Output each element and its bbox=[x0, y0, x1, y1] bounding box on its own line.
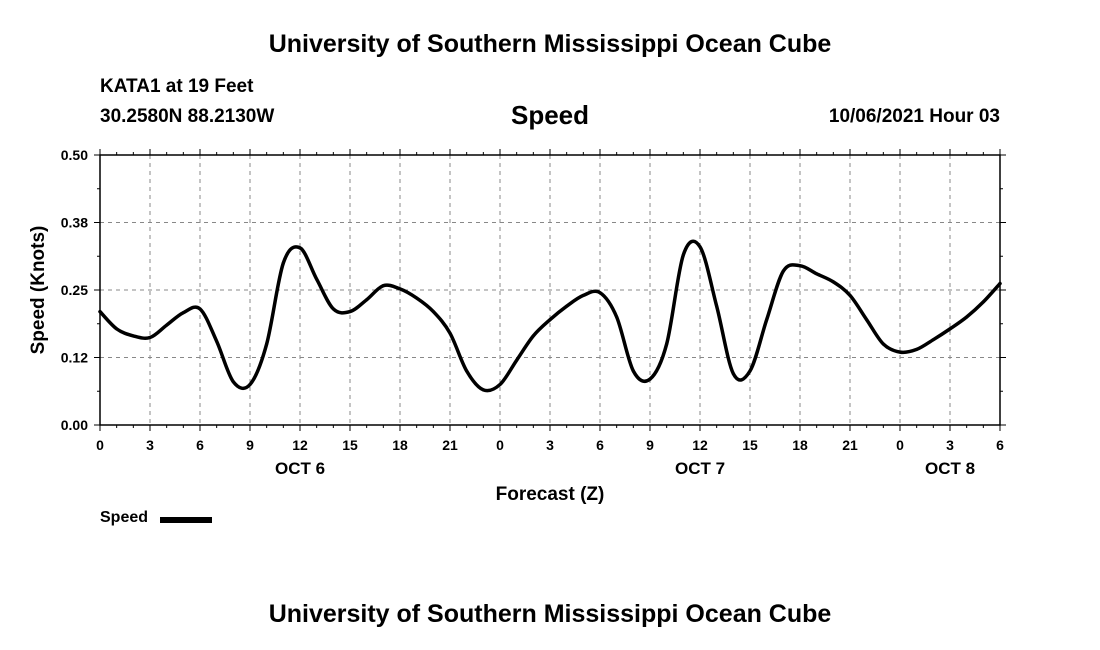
speed-data-point bbox=[131, 334, 135, 338]
x-axis-title: Forecast (Z) bbox=[496, 484, 605, 505]
speed-data-point bbox=[248, 383, 252, 386]
speed-data-point bbox=[748, 369, 752, 373]
speed-data-point bbox=[965, 315, 969, 319]
speed-data-point bbox=[981, 300, 985, 304]
y-tick-label: 0.50 bbox=[61, 147, 88, 163]
footer-title: University of Southern Mississippi Ocean… bbox=[268, 600, 832, 628]
x-tick-label: 0 bbox=[496, 437, 504, 453]
speed-data-point bbox=[531, 334, 535, 338]
speed-data-point bbox=[931, 338, 935, 342]
x-tick-label: 18 bbox=[392, 437, 408, 453]
speed-data-point bbox=[648, 377, 652, 381]
speed-data-point bbox=[831, 280, 835, 284]
speed-data-point bbox=[231, 380, 235, 384]
x-day-label: OCT 6 bbox=[275, 459, 325, 478]
speed-data-point bbox=[698, 245, 702, 249]
y-tick-label: 0.38 bbox=[61, 215, 88, 231]
speed-data-point bbox=[115, 327, 119, 331]
speed-data-point bbox=[265, 342, 269, 346]
speed-data-point bbox=[281, 261, 285, 265]
speed-data-point bbox=[381, 284, 385, 288]
y-tick-label: 0.25 bbox=[61, 282, 88, 298]
station-label: KATA1 at 19 Feet bbox=[100, 76, 254, 97]
speed-data-point bbox=[715, 304, 719, 308]
x-tick-label: 3 bbox=[546, 437, 554, 453]
x-tick-label: 21 bbox=[842, 437, 858, 453]
speed-data-point bbox=[781, 269, 785, 273]
speed-data-point bbox=[998, 282, 1002, 286]
speed-data-point bbox=[881, 342, 885, 346]
x-tick-label: 6 bbox=[996, 437, 1004, 453]
x-tick-label: 6 bbox=[196, 437, 204, 453]
y-tick-label: 0.12 bbox=[61, 350, 88, 366]
x-tick-label: 15 bbox=[342, 437, 358, 453]
x-tick-label: 3 bbox=[946, 437, 954, 453]
x-tick-label: 15 bbox=[742, 437, 758, 453]
speed-data-point bbox=[948, 327, 952, 331]
speed-data-point bbox=[165, 323, 169, 327]
x-tick-label: 18 bbox=[792, 437, 808, 453]
speed-data-point bbox=[98, 310, 102, 314]
x-day-label: OCT 8 bbox=[925, 459, 975, 478]
speed-data-point bbox=[865, 318, 869, 322]
speed-data-point bbox=[198, 307, 202, 311]
speed-data-point bbox=[731, 372, 735, 376]
speed-data-point bbox=[815, 272, 819, 276]
y-axis-title: Speed (Knots) bbox=[28, 226, 49, 355]
chart-title: University of Southern Mississippi Ocean… bbox=[268, 30, 832, 58]
speed-data-point bbox=[365, 298, 369, 302]
speed-data-point bbox=[215, 339, 219, 343]
speed-data-point bbox=[631, 369, 635, 373]
speed-data-point bbox=[548, 318, 552, 322]
speed-data-point bbox=[298, 246, 302, 250]
speed-data-point bbox=[498, 383, 502, 386]
speed-data-point bbox=[431, 310, 435, 314]
speed-data-point bbox=[598, 291, 602, 295]
speed-data-point bbox=[898, 350, 902, 354]
speed-data-point bbox=[348, 310, 352, 314]
x-day-label: OCT 7 bbox=[675, 459, 725, 478]
speed-data-point bbox=[148, 336, 152, 340]
x-tick-label: 12 bbox=[292, 437, 308, 453]
legend-label: Speed bbox=[100, 509, 149, 526]
speed-data-point bbox=[765, 318, 769, 322]
speed-data-point bbox=[848, 293, 852, 297]
speed-data-point bbox=[315, 277, 319, 281]
speed-data-point bbox=[398, 287, 402, 291]
x-tick-label: 0 bbox=[96, 437, 104, 453]
x-tick-label: 12 bbox=[692, 437, 708, 453]
station-coords: 30.2580N 88.2130W bbox=[100, 106, 275, 127]
speed-data-point bbox=[465, 369, 469, 373]
legend-swatch bbox=[160, 517, 212, 523]
variable-label: Speed bbox=[510, 100, 590, 130]
speed-data-point bbox=[915, 347, 919, 351]
speed-data-point bbox=[681, 253, 685, 257]
speed-data-point bbox=[565, 304, 569, 308]
speed-data-point bbox=[515, 358, 519, 362]
speed-data-point bbox=[615, 315, 619, 319]
speed-data-point bbox=[415, 296, 419, 300]
x-tick-label: 21 bbox=[442, 437, 458, 453]
speed-data-point bbox=[798, 264, 802, 268]
x-tick-label: 3 bbox=[146, 437, 154, 453]
speed-data-point bbox=[581, 293, 585, 297]
speed-data-point bbox=[331, 307, 335, 311]
speed-data-point bbox=[665, 342, 669, 346]
x-tick-label: 0 bbox=[896, 437, 904, 453]
x-tick-label: 6 bbox=[596, 437, 604, 453]
speed-data-point bbox=[481, 388, 485, 392]
x-tick-label: 9 bbox=[246, 437, 254, 453]
x-tick-label: 9 bbox=[646, 437, 654, 453]
speed-data-point bbox=[181, 311, 185, 315]
forecast-datetime: 10/06/2021 Hour 03 bbox=[828, 106, 1000, 127]
speed-data-point bbox=[448, 331, 452, 335]
y-tick-label: 0.00 bbox=[61, 417, 88, 433]
